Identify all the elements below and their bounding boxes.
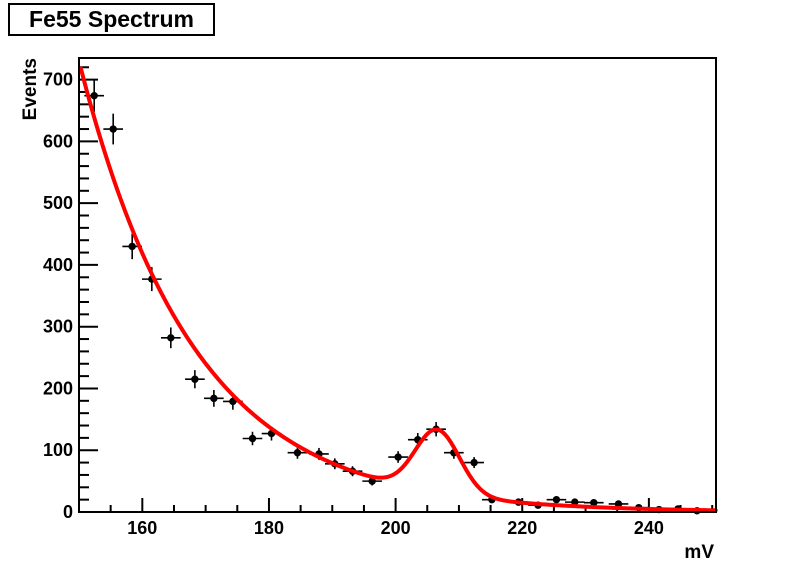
data-point-marker (293, 449, 302, 457)
data-point-marker (470, 458, 478, 467)
y-tick-labels: 0 100 200 300 400 500 600 700 (43, 70, 73, 522)
y-tick-label: 300 (43, 317, 73, 337)
y-tick-label: 500 (43, 193, 73, 213)
data-point-marker (394, 453, 402, 461)
data-point-marker (191, 375, 199, 383)
data-point-marker (90, 91, 98, 100)
data-series (84, 79, 707, 515)
y-tick-label: 0 (63, 502, 73, 522)
y-axis-title: Events (20, 58, 41, 120)
data-point-marker (571, 498, 579, 506)
data-point-marker (109, 125, 117, 133)
y-tick-label: 700 (43, 70, 73, 90)
y-tick-label: 200 (43, 378, 73, 398)
plot-frame (78, 57, 717, 513)
y-tick-label: 400 (43, 255, 73, 275)
data-point-marker (590, 499, 598, 507)
data-point-marker (248, 434, 257, 443)
x-tick-labels: 160 180 200 220 240 (127, 518, 664, 538)
fit-curve (78, 66, 718, 513)
data-point-marker (128, 242, 136, 251)
data-point-marker (210, 394, 218, 403)
x-axis-title: mV (684, 542, 714, 563)
x-tick-label: 220 (507, 518, 537, 538)
data-point-marker (614, 500, 623, 508)
y-tick-label: 600 (43, 131, 73, 151)
data-point-marker (368, 477, 376, 485)
x-tick-label: 180 (254, 518, 284, 538)
x-tick-label: 240 (634, 518, 664, 538)
data-point-marker (552, 495, 561, 504)
title-box[interactable]: Fe55 Spectrum (8, 3, 215, 36)
x-tick-label: 200 (381, 518, 411, 538)
x-tick-label: 160 (127, 518, 157, 538)
plot-title: Fe55 Spectrum (29, 6, 194, 32)
data-point-marker (167, 334, 175, 342)
y-axis-ticks (79, 66, 98, 513)
y-tick-label: 100 (43, 440, 73, 460)
